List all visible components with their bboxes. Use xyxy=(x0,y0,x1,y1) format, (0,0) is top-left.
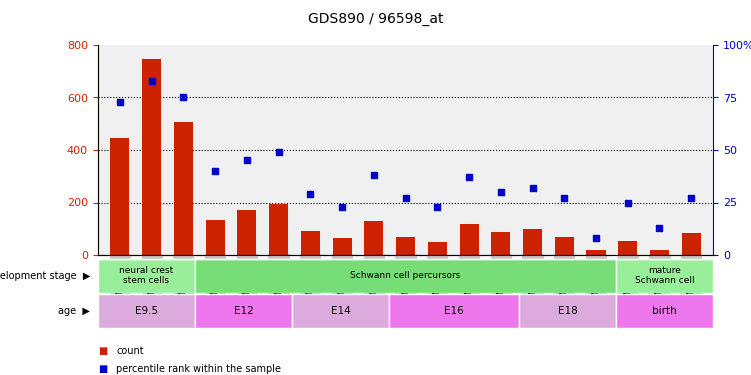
Bar xyxy=(195,259,617,292)
Bar xyxy=(428,242,447,255)
Text: age  ▶: age ▶ xyxy=(59,306,90,316)
Bar xyxy=(519,294,617,328)
Text: E16: E16 xyxy=(445,306,464,316)
Bar xyxy=(237,210,256,255)
Point xyxy=(495,189,507,195)
Bar xyxy=(682,234,701,255)
Bar xyxy=(523,229,542,255)
Text: percentile rank within the sample: percentile rank within the sample xyxy=(116,364,282,374)
Point xyxy=(368,172,380,178)
Point xyxy=(622,200,634,206)
Point xyxy=(463,174,475,180)
Bar xyxy=(491,232,510,255)
Text: Schwann cell percursors: Schwann cell percursors xyxy=(351,271,460,280)
Point xyxy=(336,204,348,210)
Text: neural crest
stem cells: neural crest stem cells xyxy=(119,266,173,285)
Bar xyxy=(389,294,519,328)
Text: E18: E18 xyxy=(558,306,578,316)
Point xyxy=(209,168,221,174)
Point xyxy=(241,158,253,164)
Bar xyxy=(650,250,669,255)
Text: GDS890 / 96598_at: GDS890 / 96598_at xyxy=(308,12,443,26)
Text: ■: ■ xyxy=(98,346,107,355)
Bar xyxy=(195,294,292,328)
Bar xyxy=(617,294,713,328)
Text: development stage  ▶: development stage ▶ xyxy=(0,271,90,280)
Bar xyxy=(396,237,415,255)
Point xyxy=(273,149,285,155)
Text: count: count xyxy=(116,346,144,355)
Bar xyxy=(301,231,320,255)
Point xyxy=(114,99,126,105)
Bar xyxy=(98,259,195,292)
Point xyxy=(304,191,316,197)
Point xyxy=(558,195,570,201)
Bar xyxy=(618,241,638,255)
Point xyxy=(146,78,158,84)
Bar xyxy=(173,122,193,255)
Point xyxy=(400,195,412,201)
Text: E12: E12 xyxy=(234,306,253,316)
Point xyxy=(431,204,443,210)
Bar xyxy=(98,294,195,328)
Bar xyxy=(110,138,129,255)
Bar xyxy=(587,250,605,255)
Text: E14: E14 xyxy=(331,306,351,316)
Point xyxy=(177,94,189,100)
Text: E9.5: E9.5 xyxy=(134,306,158,316)
Bar xyxy=(617,259,713,292)
Point xyxy=(526,185,538,191)
Text: birth: birth xyxy=(653,306,677,316)
Text: mature
Schwann cell: mature Schwann cell xyxy=(635,266,695,285)
Bar xyxy=(142,59,161,255)
Bar xyxy=(555,237,574,255)
Point xyxy=(590,235,602,241)
Bar xyxy=(269,204,288,255)
Bar xyxy=(460,224,478,255)
Bar xyxy=(292,294,389,328)
Bar xyxy=(206,220,225,255)
Point xyxy=(653,225,665,231)
Bar xyxy=(364,221,383,255)
Point xyxy=(685,195,697,201)
Text: ■: ■ xyxy=(98,364,107,374)
Bar xyxy=(333,238,351,255)
